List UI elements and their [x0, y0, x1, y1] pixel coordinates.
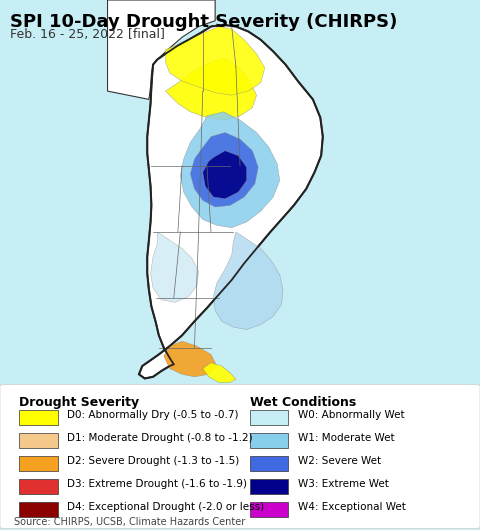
Text: D1: Moderate Drought (-0.8 to -1.2): D1: Moderate Drought (-0.8 to -1.2): [67, 433, 253, 443]
Text: D2: Severe Drought (-1.3 to -1.5): D2: Severe Drought (-1.3 to -1.5): [67, 456, 240, 466]
Text: Feb. 16 - 25, 2022 [final]: Feb. 16 - 25, 2022 [final]: [10, 28, 165, 41]
Text: D0: Abnormally Dry (-0.5 to -0.7): D0: Abnormally Dry (-0.5 to -0.7): [67, 410, 239, 420]
Polygon shape: [180, 112, 280, 228]
Polygon shape: [190, 132, 258, 207]
Text: W2: Severe Wet: W2: Severe Wet: [298, 456, 381, 466]
Polygon shape: [203, 151, 247, 199]
Polygon shape: [151, 232, 199, 302]
Polygon shape: [139, 25, 323, 378]
Bar: [19, 433, 58, 448]
Polygon shape: [166, 26, 265, 95]
FancyBboxPatch shape: [0, 385, 480, 528]
Bar: [250, 433, 288, 448]
Bar: [250, 410, 288, 425]
Bar: [19, 410, 58, 425]
Text: Drought Severity: Drought Severity: [19, 396, 139, 410]
Text: W1: Moderate Wet: W1: Moderate Wet: [298, 433, 394, 443]
Bar: [250, 502, 288, 517]
Polygon shape: [164, 341, 217, 377]
Bar: [19, 479, 58, 493]
Text: W3: Extreme Wet: W3: Extreme Wet: [298, 479, 388, 489]
Polygon shape: [108, 0, 215, 99]
Text: W4: Exceptional Wet: W4: Exceptional Wet: [298, 502, 406, 512]
Text: D3: Extreme Drought (-1.6 to -1.9): D3: Extreme Drought (-1.6 to -1.9): [67, 479, 247, 489]
Text: W0: Abnormally Wet: W0: Abnormally Wet: [298, 410, 404, 420]
Text: SPI 10-Day Drought Severity (CHIRPS): SPI 10-Day Drought Severity (CHIRPS): [10, 13, 397, 31]
Polygon shape: [203, 363, 236, 383]
Text: Wet Conditions: Wet Conditions: [250, 396, 356, 410]
Polygon shape: [214, 232, 283, 330]
Bar: [19, 502, 58, 517]
Text: Source: CHIRPS, UCSB, Climate Hazards Center: Source: CHIRPS, UCSB, Climate Hazards Ce…: [14, 517, 246, 527]
Text: D4: Exceptional Drought (-2.0 or less): D4: Exceptional Drought (-2.0 or less): [67, 502, 264, 512]
Circle shape: [150, 50, 156, 57]
Bar: [250, 456, 288, 471]
Polygon shape: [166, 58, 257, 120]
Bar: [19, 456, 58, 471]
Bar: [250, 479, 288, 493]
